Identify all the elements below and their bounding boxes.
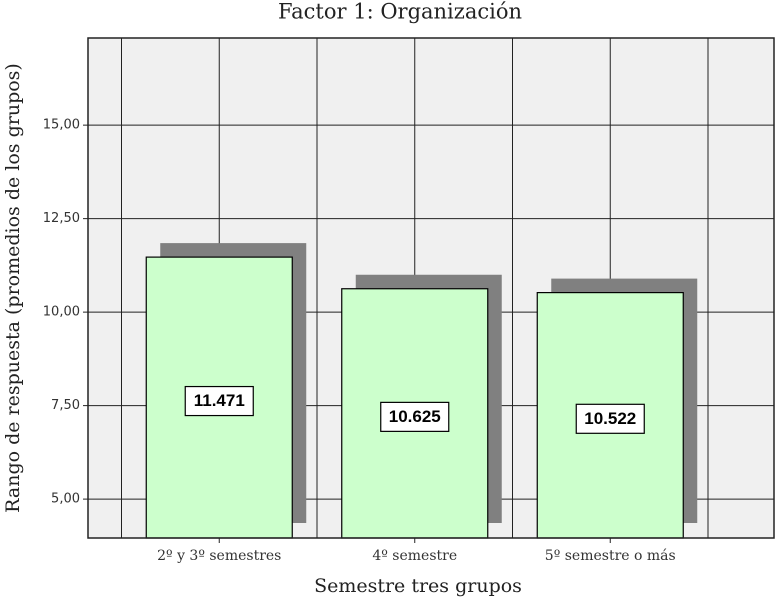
layer: 5,00 7,50 10,00 12,50 15,00 11.471 2º y 3º sem… (43, 38, 774, 564)
y-tick-label: 15,00 (43, 118, 80, 133)
x-tick-label: 2º y 3º semestres (157, 548, 281, 564)
value-label-box (380, 401, 450, 432)
x-tick-label: 4º semestre (372, 548, 457, 564)
y-axis-label: Rango de respuesta (promedios de los gru… (2, 63, 24, 513)
chart-title: Factor 1: Organización (278, 0, 522, 24)
plot-frame (87, 37, 775, 539)
value-label: 10.522 (584, 409, 636, 428)
y-tick-label: 7,50 (51, 398, 80, 413)
x-tick-label: 5º semestre o más (545, 548, 676, 564)
value-label: 11.471 (194, 391, 245, 410)
bar (341, 288, 489, 539)
value-label: 10.625 (389, 407, 441, 426)
value-label-box (184, 385, 254, 417)
y-tick-label: 10,00 (43, 305, 80, 320)
x-axis-label: Semestre tres grupos (314, 575, 522, 597)
y-tick-label: 5,00 (51, 492, 80, 507)
value-label-box (575, 403, 645, 434)
y-tick-label: 12,50 (43, 211, 80, 226)
